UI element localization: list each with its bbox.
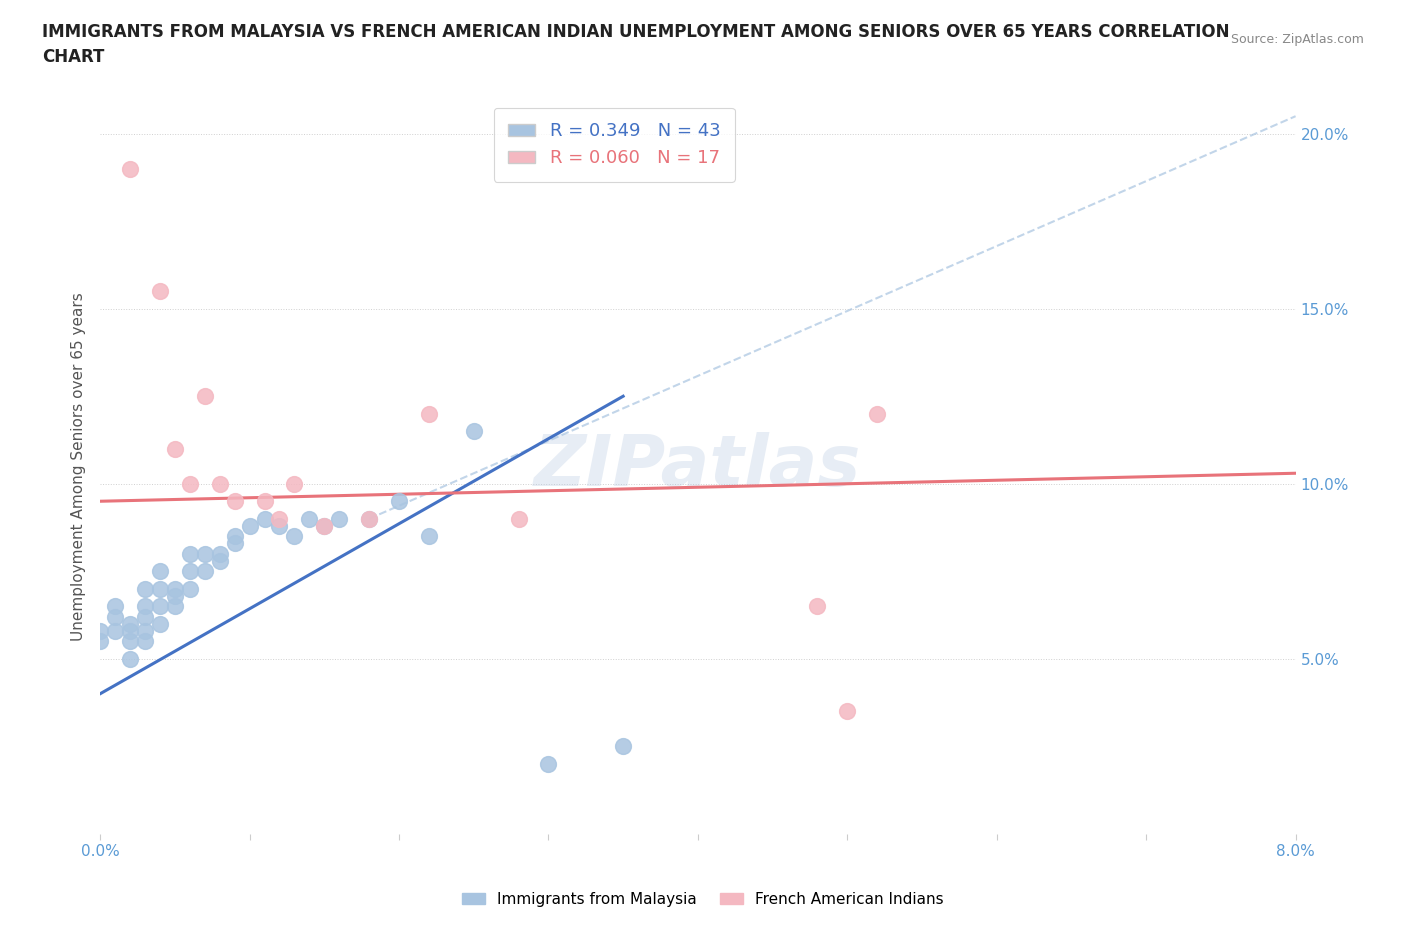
Text: IMMIGRANTS FROM MALAYSIA VS FRENCH AMERICAN INDIAN UNEMPLOYMENT AMONG SENIORS OV: IMMIGRANTS FROM MALAYSIA VS FRENCH AMERI… [42,23,1230,66]
Point [238,518,260,533]
Point [269,518,291,533]
Point [866,406,889,421]
Point [163,589,186,604]
Point [104,609,127,624]
Point [194,389,217,404]
Legend: Immigrants from Malaysia, French American Indians: Immigrants from Malaysia, French America… [456,886,950,913]
Point [89,623,111,638]
Point [134,623,156,638]
Point [163,581,186,596]
Point [89,634,111,649]
Point [179,546,201,561]
Point [118,161,141,176]
Point [194,546,217,561]
Point [837,704,859,719]
Point [179,476,201,491]
Point [149,581,172,596]
Point [194,564,217,578]
Point [253,512,276,526]
Text: ZIPatlas: ZIPatlas [534,432,862,500]
Point [224,529,246,544]
Point [359,512,381,526]
Point [134,581,156,596]
Point [134,634,156,649]
Point [283,476,305,491]
Point [149,284,172,299]
Point [612,738,634,753]
Point [314,518,336,533]
Point [104,599,127,614]
Point [328,512,350,526]
Point [463,424,485,439]
Point [149,599,172,614]
Point [388,494,411,509]
Point [537,756,560,771]
Point [149,617,172,631]
Point [283,529,305,544]
Text: Source: ZipAtlas.com: Source: ZipAtlas.com [1230,33,1364,46]
Y-axis label: Unemployment Among Seniors over 65 years: Unemployment Among Seniors over 65 years [72,292,86,641]
Point [163,442,186,457]
Point [118,617,141,631]
Point [179,581,201,596]
Point [118,634,141,649]
Point [224,536,246,551]
Point [253,494,276,509]
Point [806,599,828,614]
Point [508,512,530,526]
Point [134,599,156,614]
Point [149,564,172,578]
Point [269,512,291,526]
Point [104,623,127,638]
Point [208,546,231,561]
Point [314,518,336,533]
Point [163,599,186,614]
Point [208,476,231,491]
Point [179,564,201,578]
Legend: R = 0.349   N = 43, R = 0.060   N = 17: R = 0.349 N = 43, R = 0.060 N = 17 [494,108,735,181]
Point [418,529,440,544]
Point [118,623,141,638]
Point [298,512,321,526]
Point [134,609,156,624]
Point [118,651,141,666]
Point [359,512,381,526]
Point [208,553,231,568]
Point [418,406,440,421]
Point [224,494,246,509]
